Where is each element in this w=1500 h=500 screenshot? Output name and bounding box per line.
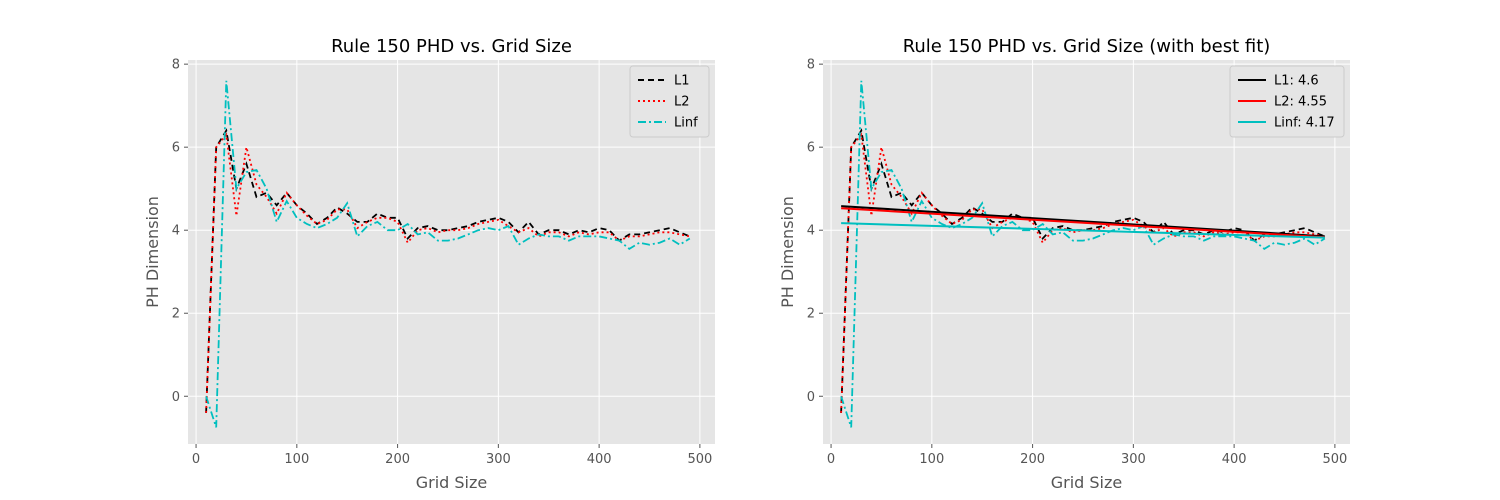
x-tick-label: 200 xyxy=(1020,452,1045,467)
legend-label: L1: 4.6 xyxy=(1274,74,1319,89)
series-line-linf xyxy=(205,80,691,428)
x-tick-label: 500 xyxy=(687,452,712,467)
y-tick-label: 0 xyxy=(807,390,815,405)
y-tick-label: 6 xyxy=(172,141,180,156)
legend-box xyxy=(1229,65,1345,138)
x-tick-label: 200 xyxy=(385,452,410,467)
y-tick-label: 4 xyxy=(807,224,815,239)
fit-line-0 xyxy=(841,205,1325,238)
legend-label: L2 xyxy=(674,95,690,110)
legend-label: L2: 4.55 xyxy=(1274,95,1327,110)
y-axis-label: PH Dimension xyxy=(778,196,797,308)
y-tick-label: 8 xyxy=(172,58,180,73)
legend-box xyxy=(629,65,710,138)
y-tick-label: 8 xyxy=(807,58,815,73)
legend-label: L1 xyxy=(674,74,690,89)
chart-right-best-fit: 0 100 200 300 400 500 0 2 4 6 8 Rule 150 PHD vs. Gr… xyxy=(778,36,1350,492)
x-tick-label: 100 xyxy=(284,452,309,467)
x-tick-label: 300 xyxy=(1121,452,1146,467)
y-tick-label: 2 xyxy=(172,307,180,322)
x-tick-label: 300 xyxy=(486,452,511,467)
x-tick-label: 100 xyxy=(919,452,944,467)
y-tick-label: 6 xyxy=(807,141,815,156)
x-tick-label: 400 xyxy=(587,452,612,467)
fit-line-2 xyxy=(841,222,1325,239)
y-tick-label: 2 xyxy=(807,307,815,322)
series-line-l2 xyxy=(205,132,690,413)
plot-area xyxy=(188,60,715,444)
x-axis-label: Grid Size xyxy=(416,473,488,492)
series-group xyxy=(205,80,691,428)
x-tick-label: 0 xyxy=(827,452,835,467)
series-line-l2 xyxy=(840,132,1325,413)
y-tick-label: 4 xyxy=(172,224,180,239)
legend-label: Linf: 4.17 xyxy=(1274,116,1335,131)
chart-title: Rule 150 PHD vs. Grid Size xyxy=(331,36,572,57)
x-tick-label: 0 xyxy=(192,452,200,467)
chart-title: Rule 150 PHD vs. Grid Size (with best fi… xyxy=(903,36,1271,57)
x-tick-label: 400 xyxy=(1222,452,1247,467)
legend-label: Linf xyxy=(674,116,698,131)
x-axis-label: Grid Size xyxy=(1051,473,1123,492)
legend: L1: 4.6 L2: 4.55 Linf: 4.17 xyxy=(1229,65,1345,138)
y-tick-label: 0 xyxy=(172,390,180,405)
series-group xyxy=(840,80,1326,428)
x-tick-label: 500 xyxy=(1322,452,1347,467)
y-axis-label: PH Dimension xyxy=(143,196,162,308)
fit-line-1 xyxy=(841,207,1325,239)
chart-left: 0 100 200 300 400 500 0 2 4 6 8 Rule 150 PHD vs. Gr… xyxy=(143,36,715,492)
series-line-linf xyxy=(840,80,1326,428)
legend: L1 L2 Linf xyxy=(629,65,710,138)
